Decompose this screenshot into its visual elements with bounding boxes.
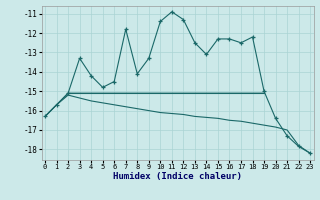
X-axis label: Humidex (Indice chaleur): Humidex (Indice chaleur) xyxy=(113,172,242,181)
